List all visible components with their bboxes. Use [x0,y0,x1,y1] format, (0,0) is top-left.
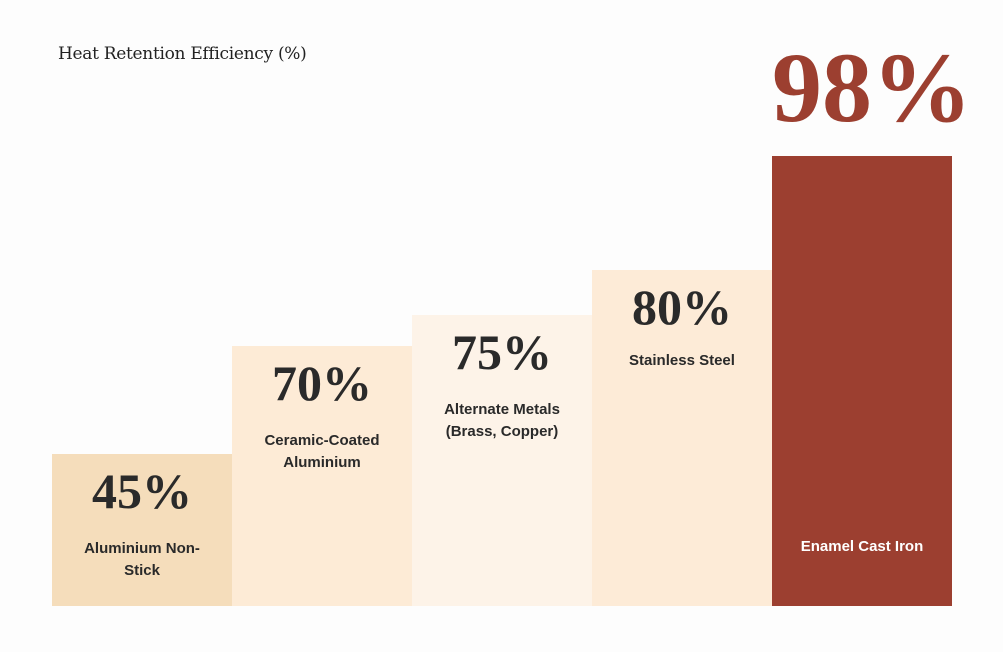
bar-value-label: 45% [92,463,192,519]
bar-category-label: Enamel Cast Iron [800,538,924,555]
bar-2: 75% Alternate Metals (Brass, Copper) [412,315,592,606]
bar-4: Enamel Cast Iron [772,156,952,606]
bar-1: 70% Ceramic-Coated Aluminium [232,346,412,606]
bar-3: 80% Stainless Steel [592,270,772,606]
bar-value-label: 70% [272,355,372,411]
bar-value-label: 80% [632,279,732,335]
bar-category-label: Stainless Steel [629,352,735,369]
bar-category-label: Alternate Metals (Brass, Copper) [444,401,560,440]
bar-0: 45% Aluminium Non-Stick [52,454,232,606]
bar-category-label: Aluminium Non-Stick [84,540,200,579]
highlight-value-label: 98% [772,32,972,143]
bar-value-label: 75% [452,324,552,380]
bar-category-label: Ceramic-Coated Aluminium [264,432,380,471]
chart-title: Heat Retention Efficiency (%) [58,44,307,64]
